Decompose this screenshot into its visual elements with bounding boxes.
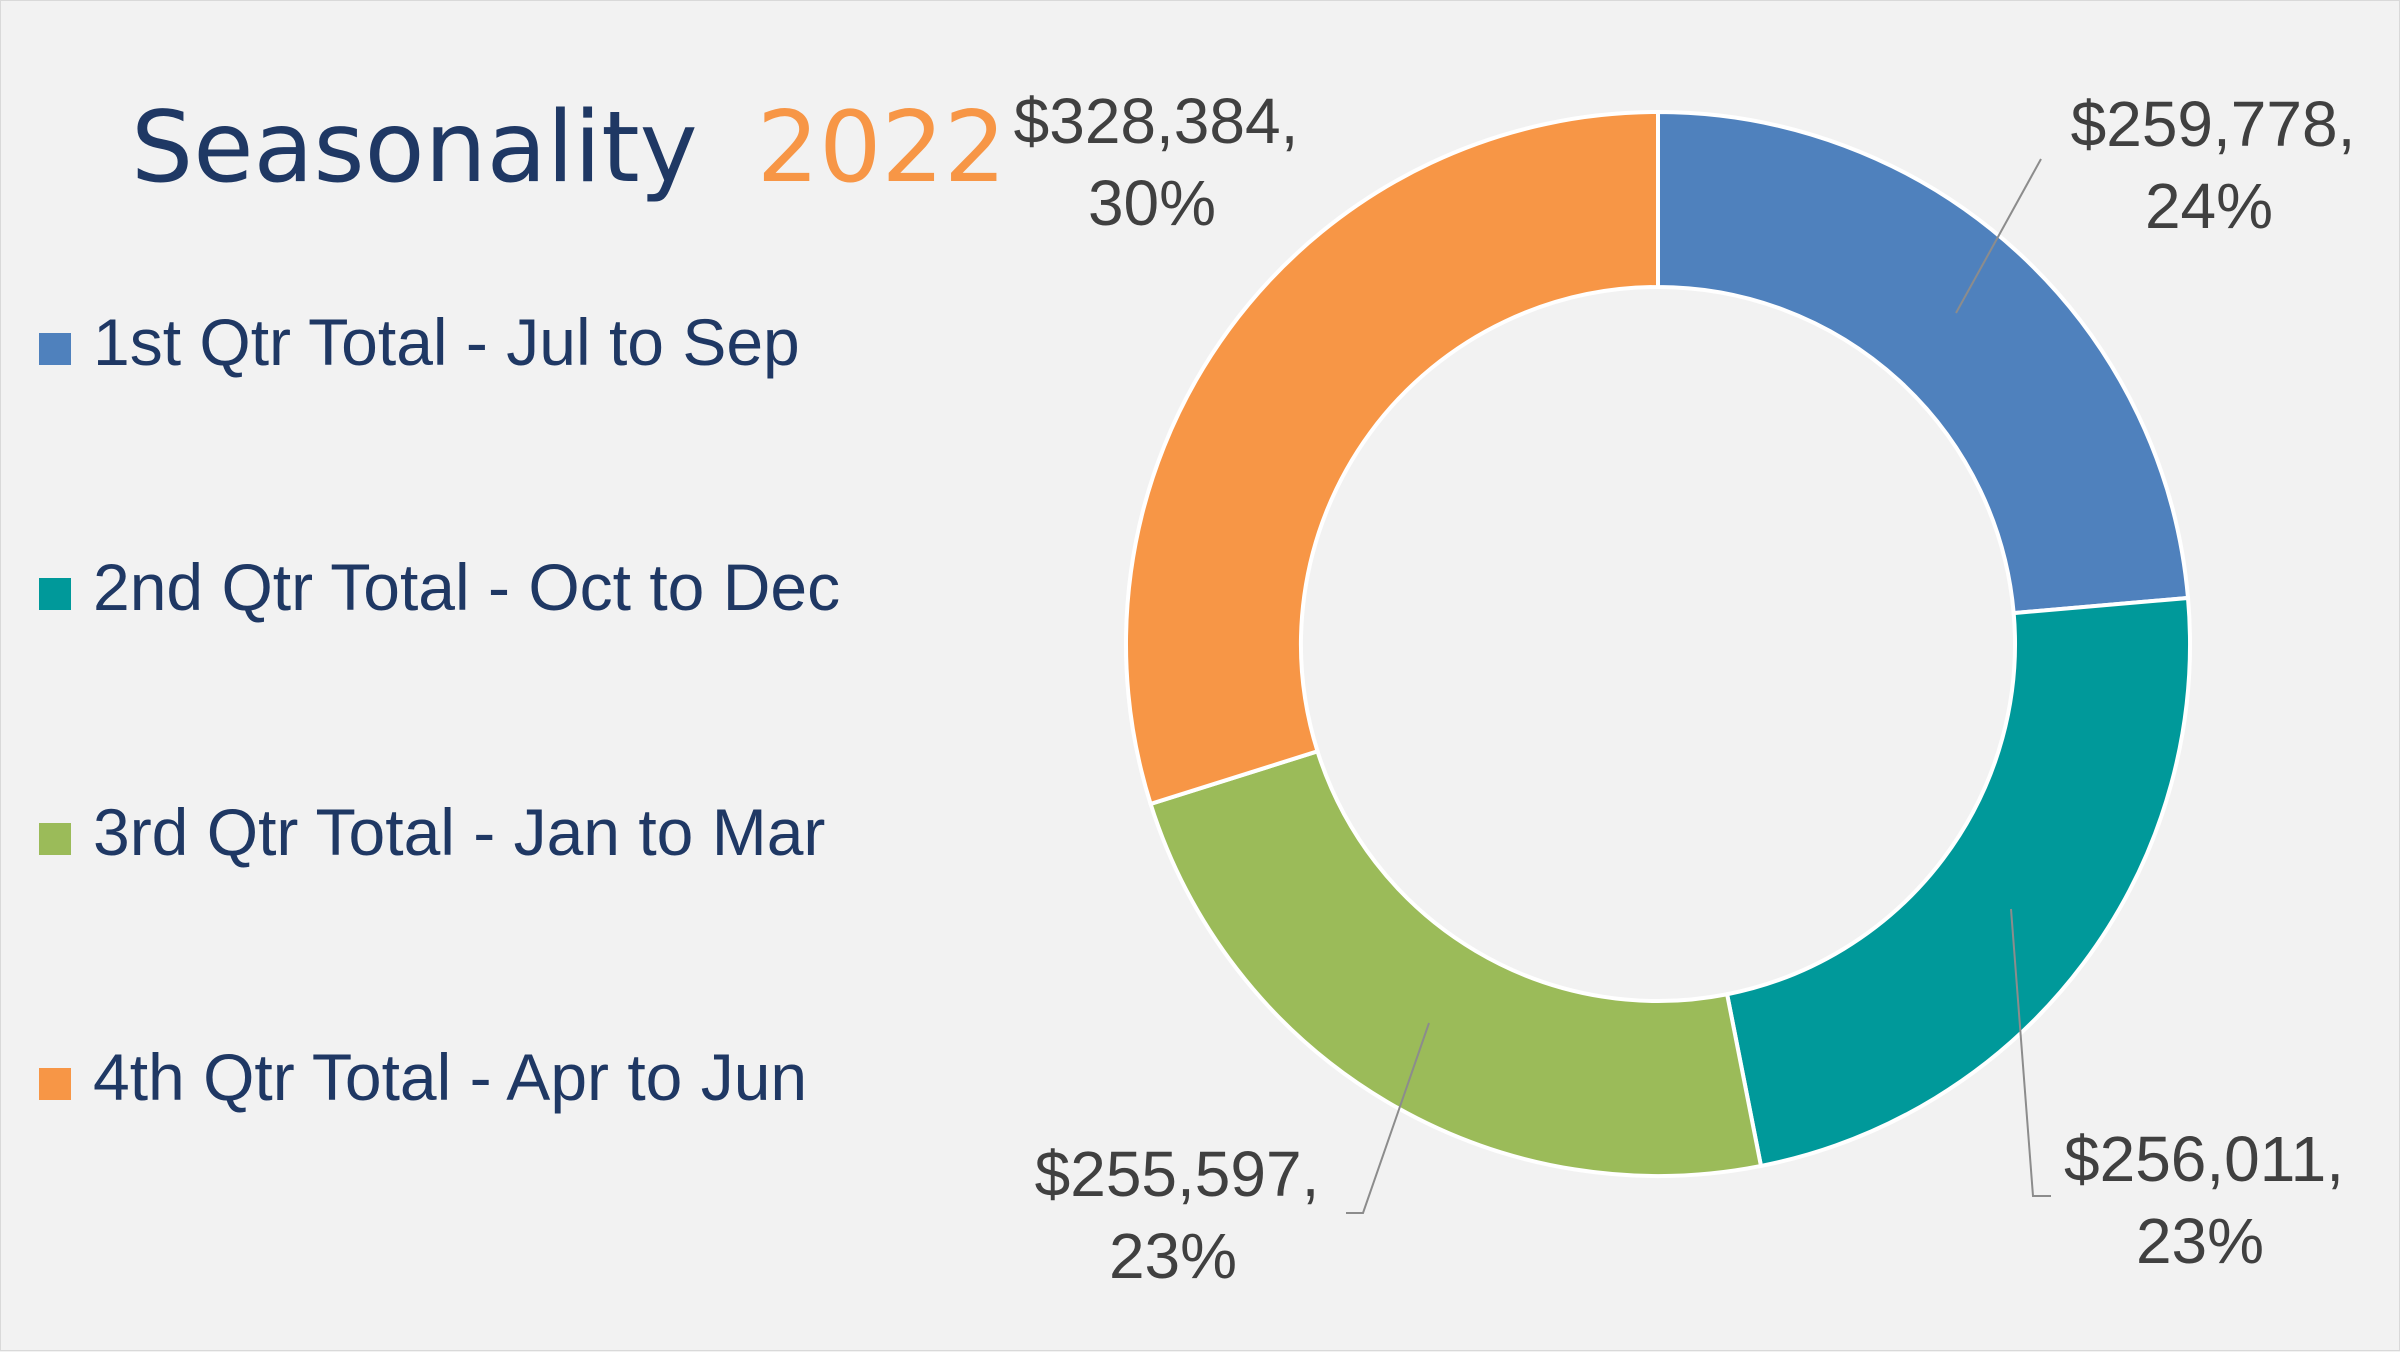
donut-slice <box>1148 748 1764 1178</box>
legend-label: 2nd Qtr Total - Oct to Dec <box>93 550 840 624</box>
leader-line <box>1955 158 2042 314</box>
leader-lines <box>1346 158 2051 1214</box>
percent-label: 23% <box>2136 1205 2264 1277</box>
chart-legend: 1st Qtr Total - Jul to Sep 2nd Qtr Total … <box>39 305 840 1114</box>
legend-swatch <box>39 823 71 855</box>
donut-slice <box>1124 109 1660 807</box>
donut-slice <box>1656 109 2191 616</box>
legend-label: 3rd Qtr Total - Jan to Mar <box>93 795 825 869</box>
chart-title: Seasonality 2022 <box>131 91 1006 205</box>
value-label: $259,778, <box>2071 88 2356 160</box>
donut-slice <box>1724 595 2192 1169</box>
chart-title-main: Seasonality <box>131 91 698 205</box>
legend-swatch <box>39 333 71 365</box>
value-label: $256,011, <box>2064 1123 2344 1195</box>
legend-label: 1st Qtr Total - Jul to Sep <box>93 305 800 379</box>
leader-line <box>2010 908 2051 1197</box>
donut-slices <box>1124 109 2192 1178</box>
data-labels: $259,778, 24% $256,011, 23% $255,597, 23% $328… <box>1014 85 2356 1292</box>
percent-label: 30% <box>1088 167 1216 239</box>
legend-swatch <box>39 578 71 610</box>
chart-title-year: 2022 <box>757 91 1006 205</box>
leader-line <box>1346 1022 1430 1214</box>
percent-label: 23% <box>1109 1220 1237 1292</box>
legend-swatch <box>39 1068 71 1100</box>
value-label: $255,597, <box>1035 1138 1320 1210</box>
percent-label: 24% <box>2145 170 2273 242</box>
value-label: $328,384, <box>1014 85 1299 157</box>
legend-label: 4th Qtr Total - Apr to Jun <box>93 1040 807 1114</box>
